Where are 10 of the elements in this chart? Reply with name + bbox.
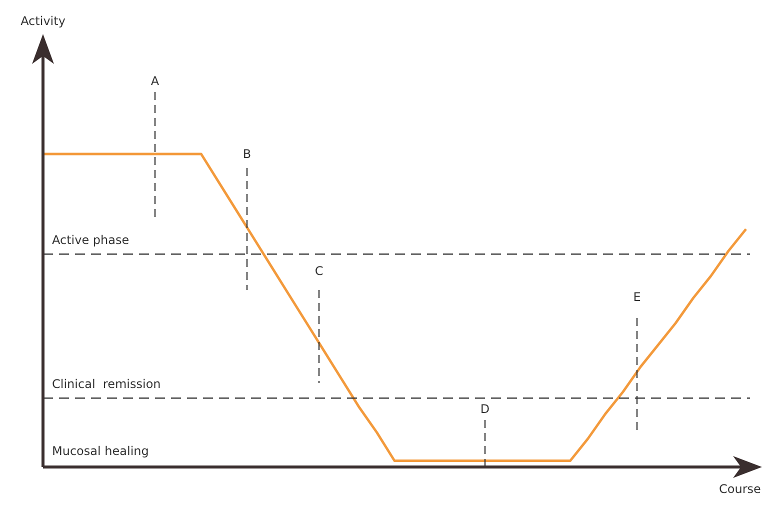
ref-line-label: Active phase — [52, 233, 130, 248]
text: A — [150, 74, 160, 88]
text: Activity — [20, 14, 66, 28]
annotation: B — [242, 147, 252, 162]
ref-line-label: Clinical remission — [52, 377, 161, 392]
annotation: E — [633, 290, 641, 304]
x-axis-title: Course — [719, 482, 761, 496]
annotation: C — [314, 264, 324, 278]
annotation: Mucosal healing — [52, 444, 149, 458]
annotation: D — [480, 402, 490, 416]
